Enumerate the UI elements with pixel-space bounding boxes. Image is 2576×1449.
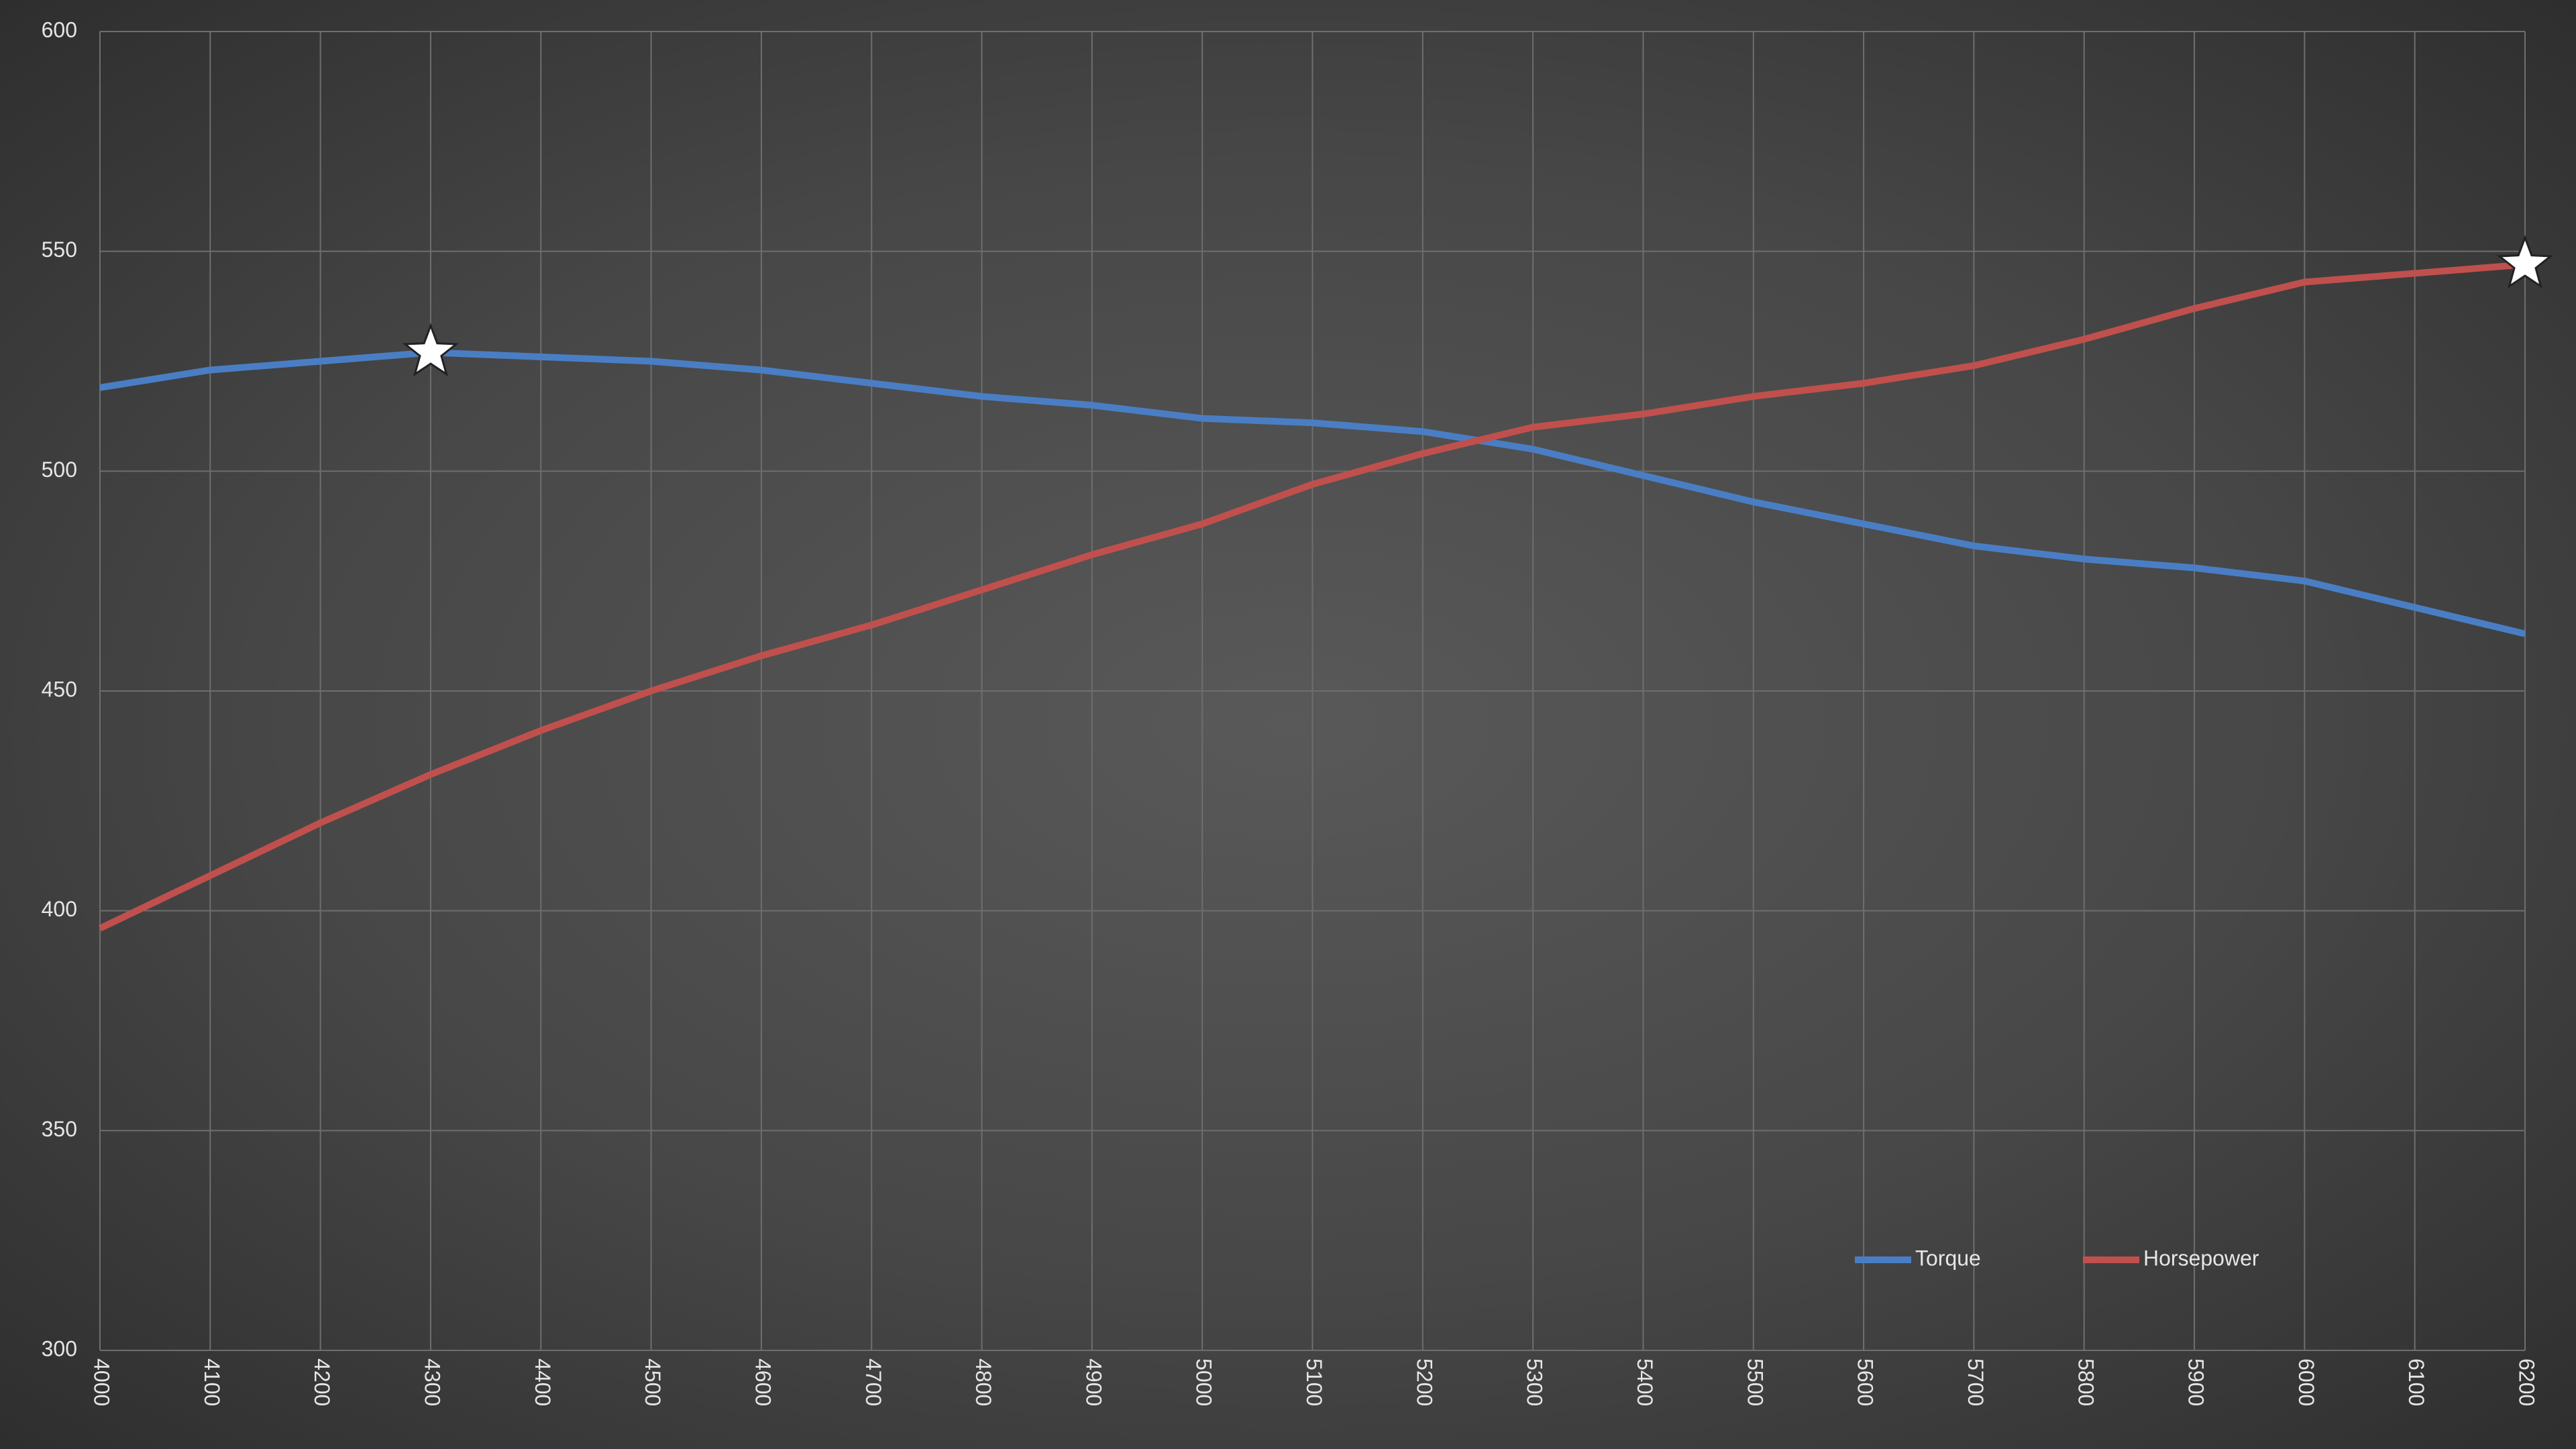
x-tick-label: 4400: [531, 1358, 555, 1406]
x-tick-label: 4500: [641, 1358, 665, 1406]
x-tick-label: 4300: [421, 1358, 445, 1406]
series-line: [98, 261, 2526, 932]
x-tick-label: 4600: [751, 1358, 775, 1406]
y-tick-label: 500: [42, 458, 77, 482]
x-tick-label: 5000: [1192, 1358, 1216, 1406]
x-tick-label: 4700: [861, 1358, 885, 1406]
max-marker: [402, 323, 460, 377]
x-tick-label: 4800: [971, 1358, 996, 1406]
x-tick-label: 5800: [2074, 1358, 2098, 1406]
x-tick-label: 6000: [2294, 1358, 2318, 1406]
x-tick-label: 5500: [1743, 1358, 1767, 1406]
x-tick-label: 4900: [1081, 1358, 1106, 1406]
x-tick-label: 4200: [310, 1358, 334, 1406]
x-tick-label: 4100: [200, 1358, 224, 1406]
x-tick-label: 5700: [1964, 1358, 1988, 1406]
x-tick-label: 5600: [1854, 1358, 1878, 1406]
x-tick-label: 5200: [1412, 1358, 1436, 1406]
x-tick-label: 6100: [2404, 1358, 2428, 1406]
y-tick-label: 400: [42, 897, 77, 921]
x-tick-label: 5400: [1633, 1358, 1657, 1406]
y-tick-label: 550: [42, 237, 77, 262]
y-tick-label: 350: [42, 1117, 77, 1141]
x-tick-label: 5100: [1302, 1358, 1326, 1406]
y-tick-label: 300: [42, 1336, 77, 1360]
legend-label: Horsepower: [2143, 1246, 2259, 1270]
legend-label: Torque: [1915, 1246, 1981, 1270]
y-tick-label: 450: [42, 677, 77, 701]
series-line: [99, 349, 2526, 637]
max-marker: [2496, 235, 2554, 289]
x-tick-label: 5900: [2184, 1358, 2208, 1406]
y-tick-label: 600: [42, 17, 77, 42]
x-tick-label: 5300: [1523, 1358, 1547, 1406]
x-tick-label: 6200: [2515, 1358, 2539, 1406]
x-tick-label: 4000: [90, 1358, 114, 1406]
